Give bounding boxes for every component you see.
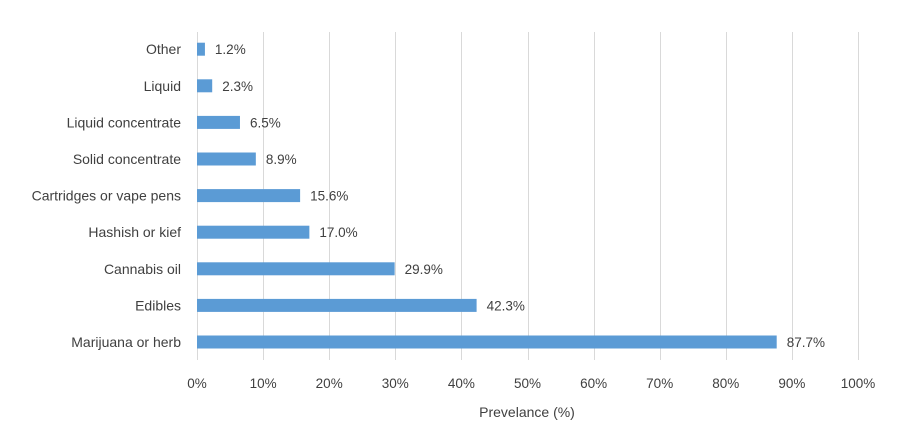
- x-tick-label: 90%: [778, 376, 805, 391]
- bar: [197, 225, 310, 239]
- category-label: Edibles: [135, 297, 181, 313]
- bar: [197, 115, 240, 129]
- data-label: 17.0%: [319, 225, 357, 240]
- category-label: Other: [146, 41, 181, 57]
- x-tick-label: 60%: [580, 376, 607, 391]
- data-label: 29.9%: [405, 262, 443, 277]
- x-tick-label: 10%: [250, 376, 277, 391]
- category-label: Liquid: [144, 78, 181, 94]
- data-label: 87.7%: [787, 335, 825, 350]
- x-axis-title: Prevelance (%): [479, 404, 575, 420]
- bar: [197, 152, 256, 166]
- x-tick-label: 40%: [448, 376, 475, 391]
- category-label: Cannabis oil: [104, 261, 181, 277]
- category-labels: Marijuana or herb Edibles Cannabis oil Hash…: [32, 41, 182, 350]
- bar: [197, 262, 395, 276]
- bar: [197, 298, 477, 312]
- data-label: 8.9%: [266, 152, 297, 167]
- bar: [197, 42, 205, 56]
- data-label: 2.3%: [222, 79, 253, 94]
- x-tick-label: 50%: [514, 376, 541, 391]
- data-label: 42.3%: [487, 298, 525, 313]
- x-tick-label: 20%: [316, 376, 343, 391]
- data-labels: 87.7% 42.3% 29.9% 17.0% 15.6% 8.9% 6.5% 2.3% 1.2…: [215, 42, 825, 350]
- bar: [197, 79, 213, 93]
- gridlines: [197, 32, 859, 360]
- x-tick-label: 70%: [646, 376, 673, 391]
- category-label: Marijuana or herb: [71, 334, 181, 350]
- x-tick-label: 80%: [712, 376, 739, 391]
- x-tick-label: 0%: [187, 376, 207, 391]
- data-label: 6.5%: [250, 115, 281, 130]
- bars: [197, 42, 777, 349]
- category-label: Solid concentrate: [73, 151, 181, 167]
- x-tick-label: 30%: [382, 376, 409, 391]
- data-label: 15.6%: [310, 189, 348, 204]
- category-label: Liquid concentrate: [67, 114, 182, 130]
- bar: [197, 335, 777, 349]
- bar: [197, 189, 301, 203]
- x-tick-labels: 0% 10% 20% 30% 40% 50% 60% 70% 80% 90% 100%: [187, 376, 875, 391]
- category-label: Cartridges or vape pens: [32, 188, 181, 204]
- data-label: 1.2%: [215, 42, 246, 57]
- x-tick-label: 100%: [841, 376, 876, 391]
- category-label: Hashish or kief: [88, 224, 181, 240]
